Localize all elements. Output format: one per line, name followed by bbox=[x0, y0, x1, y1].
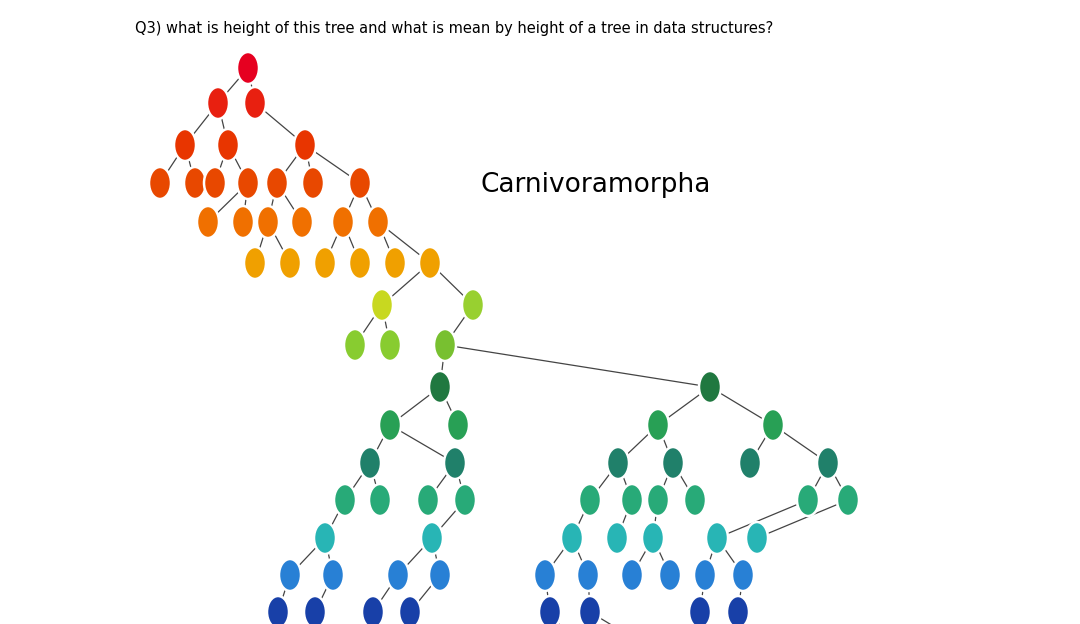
Ellipse shape bbox=[291, 206, 313, 238]
Ellipse shape bbox=[419, 247, 441, 279]
Ellipse shape bbox=[387, 559, 409, 591]
Ellipse shape bbox=[662, 447, 684, 479]
Ellipse shape bbox=[694, 559, 716, 591]
Ellipse shape bbox=[659, 559, 681, 591]
Ellipse shape bbox=[294, 129, 316, 161]
Ellipse shape bbox=[647, 484, 669, 516]
Ellipse shape bbox=[579, 596, 600, 624]
Ellipse shape bbox=[322, 559, 345, 591]
Ellipse shape bbox=[359, 447, 381, 479]
Ellipse shape bbox=[207, 87, 229, 119]
Ellipse shape bbox=[174, 129, 195, 161]
Text: Q3) what is height of this tree and what is mean by height of a tree in data str: Q3) what is height of this tree and what… bbox=[135, 21, 773, 36]
Ellipse shape bbox=[534, 559, 556, 591]
Ellipse shape bbox=[762, 409, 784, 441]
Ellipse shape bbox=[184, 167, 206, 199]
Ellipse shape bbox=[621, 484, 643, 516]
Ellipse shape bbox=[314, 247, 336, 279]
Ellipse shape bbox=[417, 484, 438, 516]
Ellipse shape bbox=[314, 522, 336, 554]
Ellipse shape bbox=[577, 559, 599, 591]
Ellipse shape bbox=[345, 329, 366, 361]
Ellipse shape bbox=[429, 559, 451, 591]
Ellipse shape bbox=[434, 329, 456, 361]
Ellipse shape bbox=[606, 522, 627, 554]
Ellipse shape bbox=[197, 206, 219, 238]
Ellipse shape bbox=[349, 247, 372, 279]
Text: Carnivoramorpha: Carnivoramorpha bbox=[480, 172, 711, 198]
Ellipse shape bbox=[699, 371, 721, 403]
Ellipse shape bbox=[607, 447, 629, 479]
Ellipse shape bbox=[706, 522, 728, 554]
Ellipse shape bbox=[462, 289, 484, 321]
Ellipse shape bbox=[379, 329, 401, 361]
Ellipse shape bbox=[237, 167, 259, 199]
Ellipse shape bbox=[732, 559, 754, 591]
Ellipse shape bbox=[689, 596, 711, 624]
Ellipse shape bbox=[421, 522, 443, 554]
Ellipse shape bbox=[217, 129, 239, 161]
Ellipse shape bbox=[837, 484, 859, 516]
Ellipse shape bbox=[279, 559, 301, 591]
Ellipse shape bbox=[367, 206, 389, 238]
Ellipse shape bbox=[727, 596, 750, 624]
Ellipse shape bbox=[349, 167, 372, 199]
Ellipse shape bbox=[244, 87, 266, 119]
Ellipse shape bbox=[797, 484, 819, 516]
Ellipse shape bbox=[429, 371, 451, 403]
Ellipse shape bbox=[362, 596, 384, 624]
Ellipse shape bbox=[399, 596, 421, 624]
Ellipse shape bbox=[232, 206, 254, 238]
Ellipse shape bbox=[149, 167, 171, 199]
Ellipse shape bbox=[267, 596, 289, 624]
Ellipse shape bbox=[369, 484, 391, 516]
Ellipse shape bbox=[621, 559, 643, 591]
Ellipse shape bbox=[539, 596, 561, 624]
Ellipse shape bbox=[816, 447, 839, 479]
Ellipse shape bbox=[334, 484, 356, 516]
Ellipse shape bbox=[746, 522, 768, 554]
Ellipse shape bbox=[372, 289, 393, 321]
Ellipse shape bbox=[302, 167, 324, 199]
Ellipse shape bbox=[244, 247, 266, 279]
Ellipse shape bbox=[379, 409, 401, 441]
Ellipse shape bbox=[384, 247, 406, 279]
Ellipse shape bbox=[444, 447, 465, 479]
Ellipse shape bbox=[332, 206, 354, 238]
Ellipse shape bbox=[561, 522, 583, 554]
Ellipse shape bbox=[447, 409, 469, 441]
Ellipse shape bbox=[303, 596, 326, 624]
Ellipse shape bbox=[237, 52, 259, 84]
Ellipse shape bbox=[454, 484, 476, 516]
Ellipse shape bbox=[642, 522, 664, 554]
Ellipse shape bbox=[739, 447, 761, 479]
Ellipse shape bbox=[204, 167, 226, 199]
Ellipse shape bbox=[684, 484, 706, 516]
Ellipse shape bbox=[266, 167, 288, 199]
Ellipse shape bbox=[257, 206, 279, 238]
Ellipse shape bbox=[279, 247, 301, 279]
Ellipse shape bbox=[647, 409, 669, 441]
Ellipse shape bbox=[579, 484, 600, 516]
